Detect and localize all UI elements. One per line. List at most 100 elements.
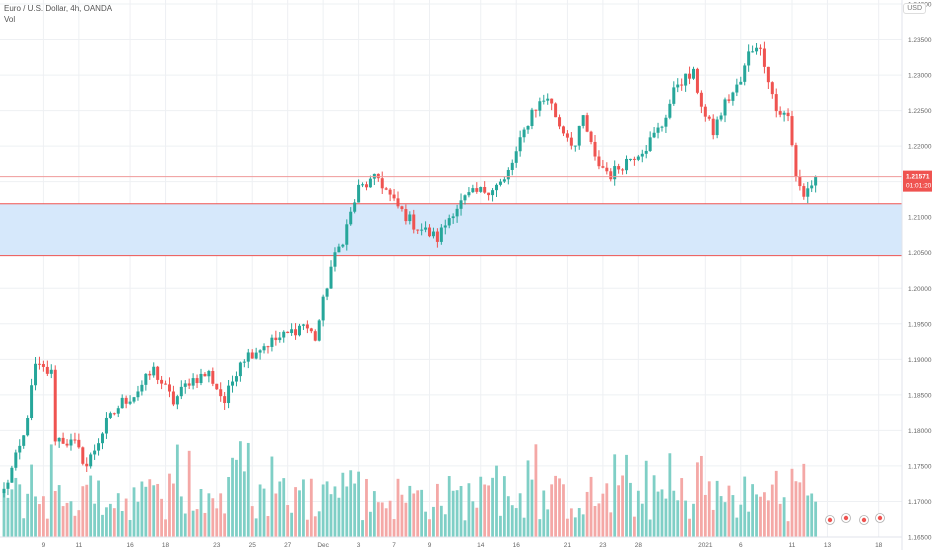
candle-body (416, 229, 420, 231)
volume-bar (790, 468, 794, 537)
candle-body (755, 47, 759, 52)
candle-body (723, 99, 727, 116)
volume-bar (128, 520, 132, 537)
candle-body (479, 187, 483, 192)
volume-bar (696, 462, 699, 537)
candle-body (558, 117, 562, 127)
candle-body (368, 178, 372, 188)
candle-body (498, 181, 502, 185)
candle-body (522, 129, 526, 138)
currency-badge[interactable]: USD (903, 3, 926, 14)
candle-body (69, 439, 73, 446)
candle-body (782, 112, 786, 115)
candle-body (534, 109, 538, 111)
volume-bar (376, 502, 380, 537)
volume-bar (684, 500, 688, 537)
candle-body (739, 81, 743, 85)
volume-bar (479, 476, 483, 537)
candle-body (428, 227, 432, 237)
volume-bar (538, 519, 542, 537)
candle-body (34, 363, 38, 386)
candle-body (26, 418, 30, 436)
volume-bar (786, 521, 790, 537)
candle-body (298, 325, 301, 336)
volume-bar (203, 512, 207, 537)
candle-body (420, 229, 424, 231)
x-tick-label: 11 (75, 542, 82, 549)
volume-bar (506, 496, 510, 537)
candle-body (215, 383, 219, 390)
candle-body (435, 231, 439, 242)
candle-body (238, 362, 242, 377)
candle-body (794, 145, 798, 177)
volume-bar (798, 482, 802, 537)
candle-body (250, 352, 254, 359)
volume-bar (711, 509, 715, 537)
volume-bar (782, 497, 786, 537)
volume-bar (400, 494, 404, 537)
volume-bar (65, 502, 69, 537)
volume-bar (329, 494, 333, 537)
volume-bar (6, 497, 10, 537)
candle-body (774, 94, 778, 112)
volume-bar (18, 484, 22, 537)
candle-body (219, 389, 223, 397)
volume-bar (526, 460, 530, 537)
candle-body (376, 173, 380, 179)
candle-body (41, 364, 45, 367)
y-tick-label: 1.17500 (908, 463, 932, 470)
candle-body (270, 337, 274, 347)
candle-body (644, 150, 648, 154)
candle-body (569, 137, 573, 146)
candle-body (140, 384, 144, 392)
volume-bar (38, 504, 41, 537)
candle-body (132, 397, 136, 402)
candle-body (751, 51, 755, 53)
candle-body (585, 115, 589, 132)
candle-body (672, 87, 676, 104)
volume-bar (396, 478, 400, 537)
volume-bar (585, 491, 589, 537)
volume-bar (743, 476, 747, 537)
volume-bar (420, 489, 424, 537)
volume-bar (286, 505, 290, 537)
volume-bar (30, 464, 33, 537)
candle-body (412, 214, 416, 230)
candle-body (632, 158, 636, 160)
candle-body (223, 396, 227, 404)
x-tick-label: 6 (739, 542, 743, 549)
volume-bar (227, 476, 230, 537)
volume-bar (105, 507, 108, 537)
candle-body (49, 369, 53, 374)
candle-body (762, 48, 766, 67)
volume-bar (140, 481, 144, 537)
candle-body (112, 413, 116, 415)
candle-body (227, 385, 231, 404)
volume-bar (699, 455, 703, 537)
volume-bar (814, 501, 818, 537)
candle-body (589, 131, 593, 142)
volume-bar (49, 444, 53, 537)
candle-body (317, 320, 321, 341)
x-tick-label: 23 (599, 542, 607, 549)
candle-body (404, 209, 408, 222)
x-tick-label: 2021 (698, 542, 713, 549)
candle-body (530, 109, 534, 126)
y-tick-label: 1.21000 (908, 215, 932, 222)
volume-bar (766, 500, 770, 537)
volume-bar (443, 514, 447, 537)
x-tick-label: 18 (162, 542, 170, 549)
candle-body (475, 188, 479, 192)
volume-bar (680, 478, 684, 537)
volume-bar (215, 508, 219, 537)
x-tick-label: 16 (126, 542, 134, 549)
candle-body (101, 433, 104, 444)
volume-bar (562, 484, 565, 537)
volume-bar (719, 496, 723, 537)
candle-body (10, 467, 14, 483)
volume-bar (463, 520, 467, 537)
volume-bar (577, 508, 581, 537)
volume-bar (372, 491, 376, 537)
candle-body (625, 158, 629, 171)
